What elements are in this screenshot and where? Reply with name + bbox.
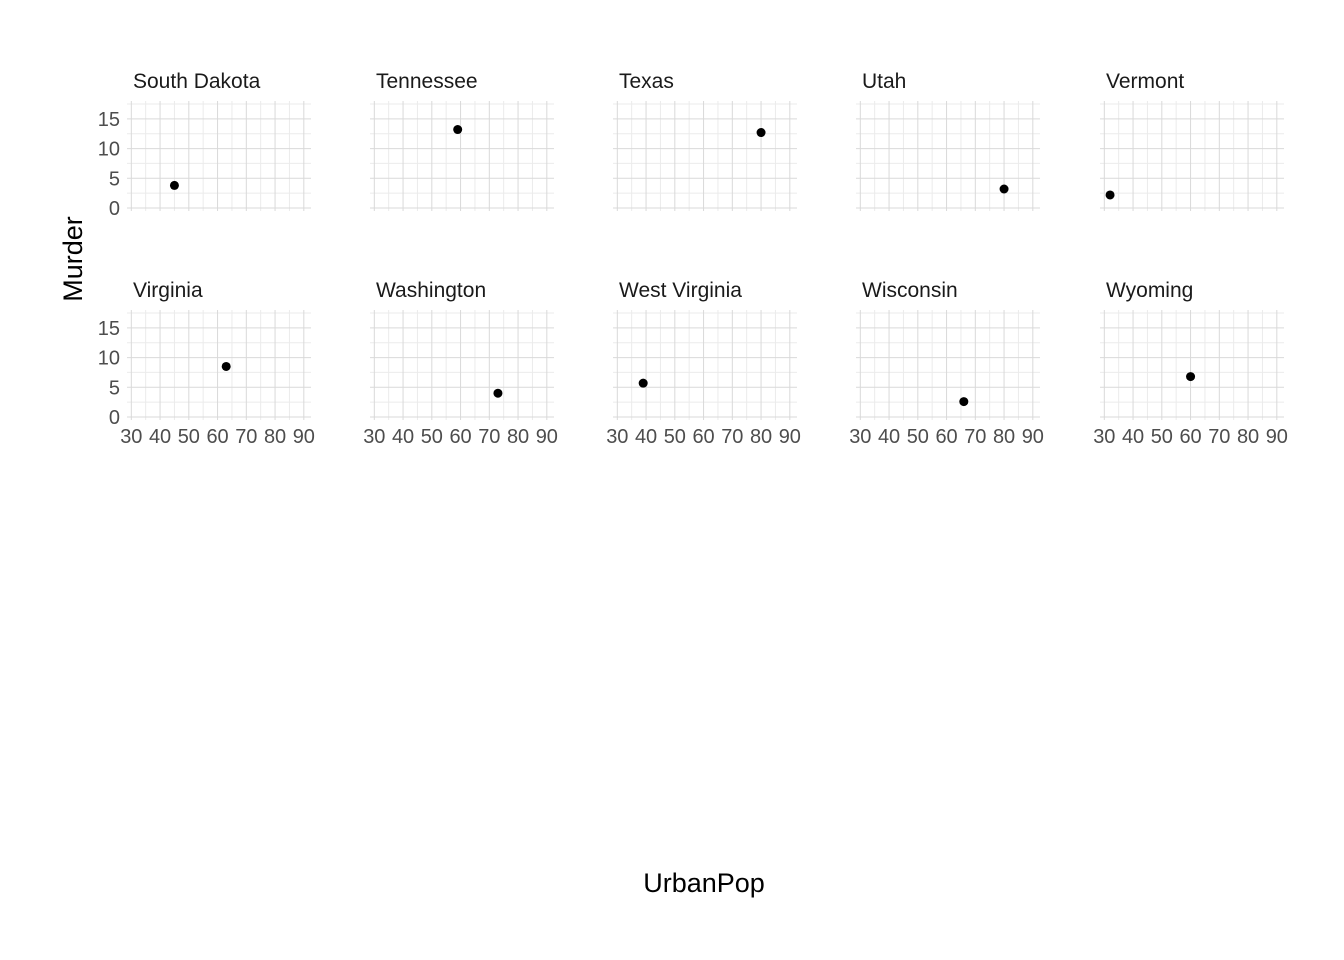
facet-panel: Vermont [1100,70,1284,211]
x-tick-label: 50 [1151,426,1173,448]
x-tick-label: 60 [1179,426,1201,448]
x-tick-label: 50 [664,426,686,448]
x-axis-title: UrbanPop [643,868,765,898]
x-tick-label: 90 [779,426,801,448]
x-tick-label: 50 [178,426,200,448]
x-tick-label: 80 [507,426,529,448]
x-tick-label: 30 [120,426,142,448]
facet-label: Virginia [133,279,203,302]
y-tick-label: 15 [98,318,120,340]
facet-label: Wyoming [1106,279,1193,302]
data-point [1105,190,1115,200]
x-tick-label: 70 [1208,426,1230,448]
data-point [1186,372,1196,382]
x-tick-label: 80 [993,426,1015,448]
facet-panel: Virginia 0 5 10 15 30 40 50 60 70 80 90 [98,279,315,448]
y-tick-label: 0 [109,198,120,220]
x-tick-label: 80 [1237,426,1259,448]
facet-panel: Texas [613,70,797,211]
facet-panel: South Dakota 0 5 10 15 [98,70,311,220]
x-tick-label: 30 [849,426,871,448]
data-point [453,125,463,135]
x-tick-label: 60 [935,426,957,448]
x-tick-label: 70 [235,426,257,448]
data-point [756,128,766,138]
x-tick-label: 30 [363,426,385,448]
facet-panel: Washington 30 40 50 60 70 80 90 [363,279,558,448]
facet-label: Washington [376,279,486,302]
data-point [169,180,179,190]
y-axis-title: Murder [58,216,88,302]
x-tick-label: 50 [907,426,929,448]
facet-panel: Utah [856,70,1040,211]
y-tick-label: 5 [109,168,120,190]
x-tick-label: 60 [692,426,714,448]
x-tick-label: 80 [750,426,772,448]
y-tick-label: 5 [109,377,120,399]
x-tick-label: 70 [964,426,986,448]
x-tick-label: 30 [606,426,628,448]
facet-label: Wisconsin [862,279,958,302]
facet-label: Texas [619,70,674,93]
x-tick-label: 40 [635,426,657,448]
facet-label: Tennessee [376,70,478,93]
facet-label: Vermont [1106,70,1184,93]
y-tick-label: 10 [98,348,120,370]
x-tick-label: 70 [478,426,500,448]
x-tick-label: 50 [421,426,443,448]
y-tick-label: 0 [109,407,120,429]
data-point [638,378,648,388]
x-tick-label: 40 [878,426,900,448]
x-tick-label: 90 [1022,426,1044,448]
facet-panel: West Virginia 30 40 50 60 70 80 90 [606,279,801,448]
facet-label: Utah [862,70,906,93]
y-tick-label: 10 [98,139,120,161]
x-tick-label: 60 [206,426,228,448]
x-tick-label: 90 [536,426,558,448]
data-point [959,397,969,407]
facet-panel: Tennessee [370,70,554,211]
facet-panels: South Dakota 0 5 10 15 Tennessee Texas Utah Verm… [98,70,1288,448]
x-tick-label: 90 [293,426,315,448]
x-tick-label: 80 [264,426,286,448]
facet-label: West Virginia [619,279,742,302]
x-tick-label: 90 [1266,426,1288,448]
facet-panel: Wyoming 30 40 50 60 70 80 90 [1093,279,1288,448]
x-tick-label: 70 [721,426,743,448]
x-tick-label: 40 [149,426,171,448]
x-tick-label: 60 [449,426,471,448]
x-tick-label: 40 [1122,426,1144,448]
x-tick-label: 30 [1093,426,1115,448]
facet-label: South Dakota [133,70,261,93]
data-point [493,388,503,398]
data-point [221,361,231,371]
x-tick-label: 40 [392,426,414,448]
y-tick-label: 15 [98,109,120,131]
facet-panel: Wisconsin 30 40 50 60 70 80 90 [849,279,1044,448]
data-point [999,184,1009,194]
